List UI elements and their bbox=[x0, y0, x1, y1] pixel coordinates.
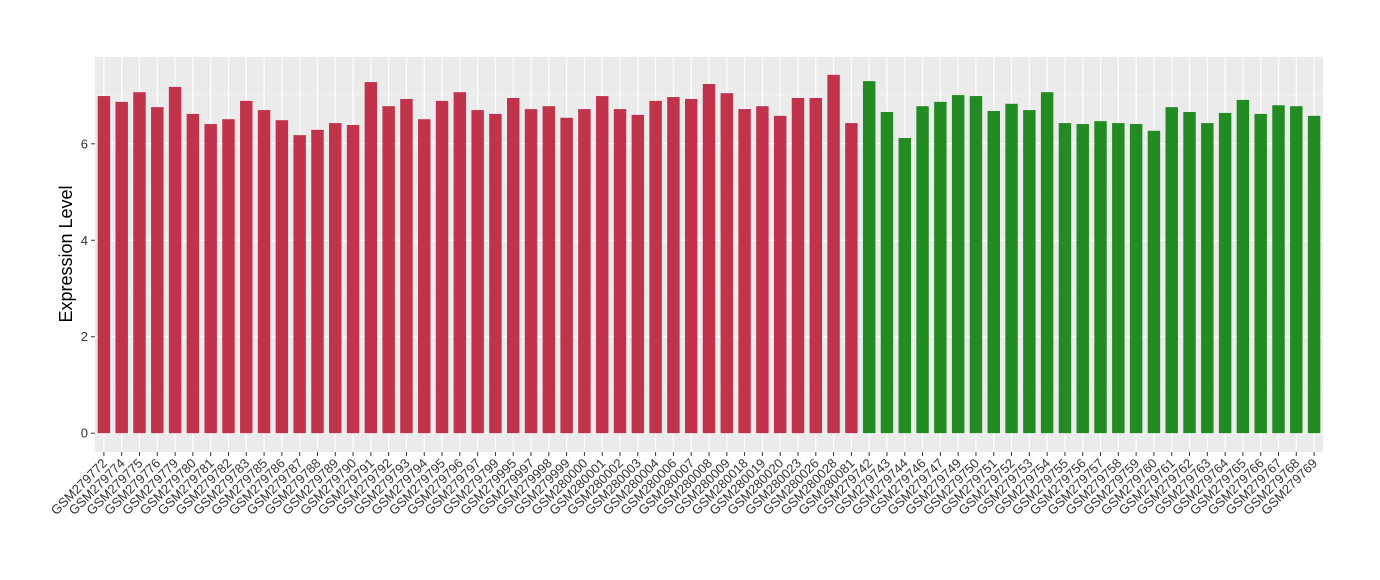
bar bbox=[1023, 110, 1036, 434]
bar bbox=[1058, 123, 1072, 434]
bar bbox=[1201, 123, 1214, 434]
bar bbox=[435, 100, 449, 434]
bar bbox=[418, 119, 431, 434]
bar bbox=[845, 123, 858, 434]
bar bbox=[222, 119, 235, 434]
bar bbox=[186, 113, 200, 434]
bar bbox=[916, 106, 929, 434]
y-tick-label: 6 bbox=[81, 136, 88, 151]
bar bbox=[720, 93, 734, 434]
bar bbox=[293, 135, 306, 434]
y-axis-title: Expression Level bbox=[56, 185, 76, 322]
bar bbox=[809, 97, 823, 434]
bar bbox=[1005, 103, 1018, 434]
bar bbox=[773, 115, 787, 434]
bar bbox=[1254, 113, 1267, 434]
bar bbox=[631, 114, 645, 434]
bar bbox=[400, 98, 413, 434]
bar bbox=[1076, 124, 1089, 434]
bar bbox=[1147, 130, 1161, 434]
bar bbox=[453, 92, 467, 434]
bar bbox=[311, 129, 324, 434]
bar bbox=[1112, 123, 1125, 434]
bar bbox=[489, 113, 502, 434]
bar bbox=[1236, 99, 1250, 434]
bar bbox=[560, 117, 573, 434]
bar bbox=[115, 101, 128, 434]
bar bbox=[1165, 107, 1178, 434]
bar bbox=[346, 125, 360, 434]
bar bbox=[738, 109, 751, 434]
bar bbox=[1040, 92, 1054, 434]
bar bbox=[97, 96, 111, 434]
bar bbox=[257, 110, 271, 434]
bar bbox=[329, 123, 342, 434]
bar bbox=[756, 106, 769, 434]
y-tick-label: 4 bbox=[81, 233, 88, 248]
bar bbox=[613, 109, 627, 434]
bar bbox=[382, 106, 395, 434]
bar bbox=[649, 100, 662, 434]
bar bbox=[667, 97, 680, 434]
bar bbox=[898, 138, 911, 434]
bar bbox=[951, 95, 965, 434]
bar bbox=[934, 101, 947, 434]
bar bbox=[275, 120, 289, 434]
bar bbox=[1272, 105, 1285, 434]
bar bbox=[578, 109, 591, 434]
bar bbox=[204, 124, 217, 434]
bar bbox=[507, 97, 520, 434]
bar bbox=[969, 96, 983, 434]
bar bbox=[542, 106, 556, 434]
bar bbox=[1183, 111, 1196, 434]
bar bbox=[684, 98, 698, 434]
bar bbox=[471, 110, 484, 434]
y-tick-label: 2 bbox=[81, 329, 88, 344]
bar bbox=[1290, 106, 1303, 434]
bar bbox=[1129, 124, 1143, 434]
bar bbox=[1307, 115, 1321, 434]
bar bbox=[240, 100, 253, 434]
bar bbox=[862, 81, 876, 434]
bar bbox=[524, 109, 538, 434]
bar bbox=[1218, 112, 1232, 434]
bar bbox=[987, 111, 1000, 434]
bar bbox=[1094, 121, 1107, 434]
y-tick-label: 0 bbox=[81, 426, 88, 441]
bar bbox=[827, 74, 840, 434]
bar bbox=[151, 107, 164, 434]
bar bbox=[168, 86, 182, 434]
bar bbox=[364, 82, 378, 434]
bar bbox=[702, 84, 716, 434]
bar bbox=[791, 97, 805, 434]
bar bbox=[133, 92, 146, 434]
bar bbox=[595, 96, 609, 434]
bar bbox=[880, 111, 894, 434]
